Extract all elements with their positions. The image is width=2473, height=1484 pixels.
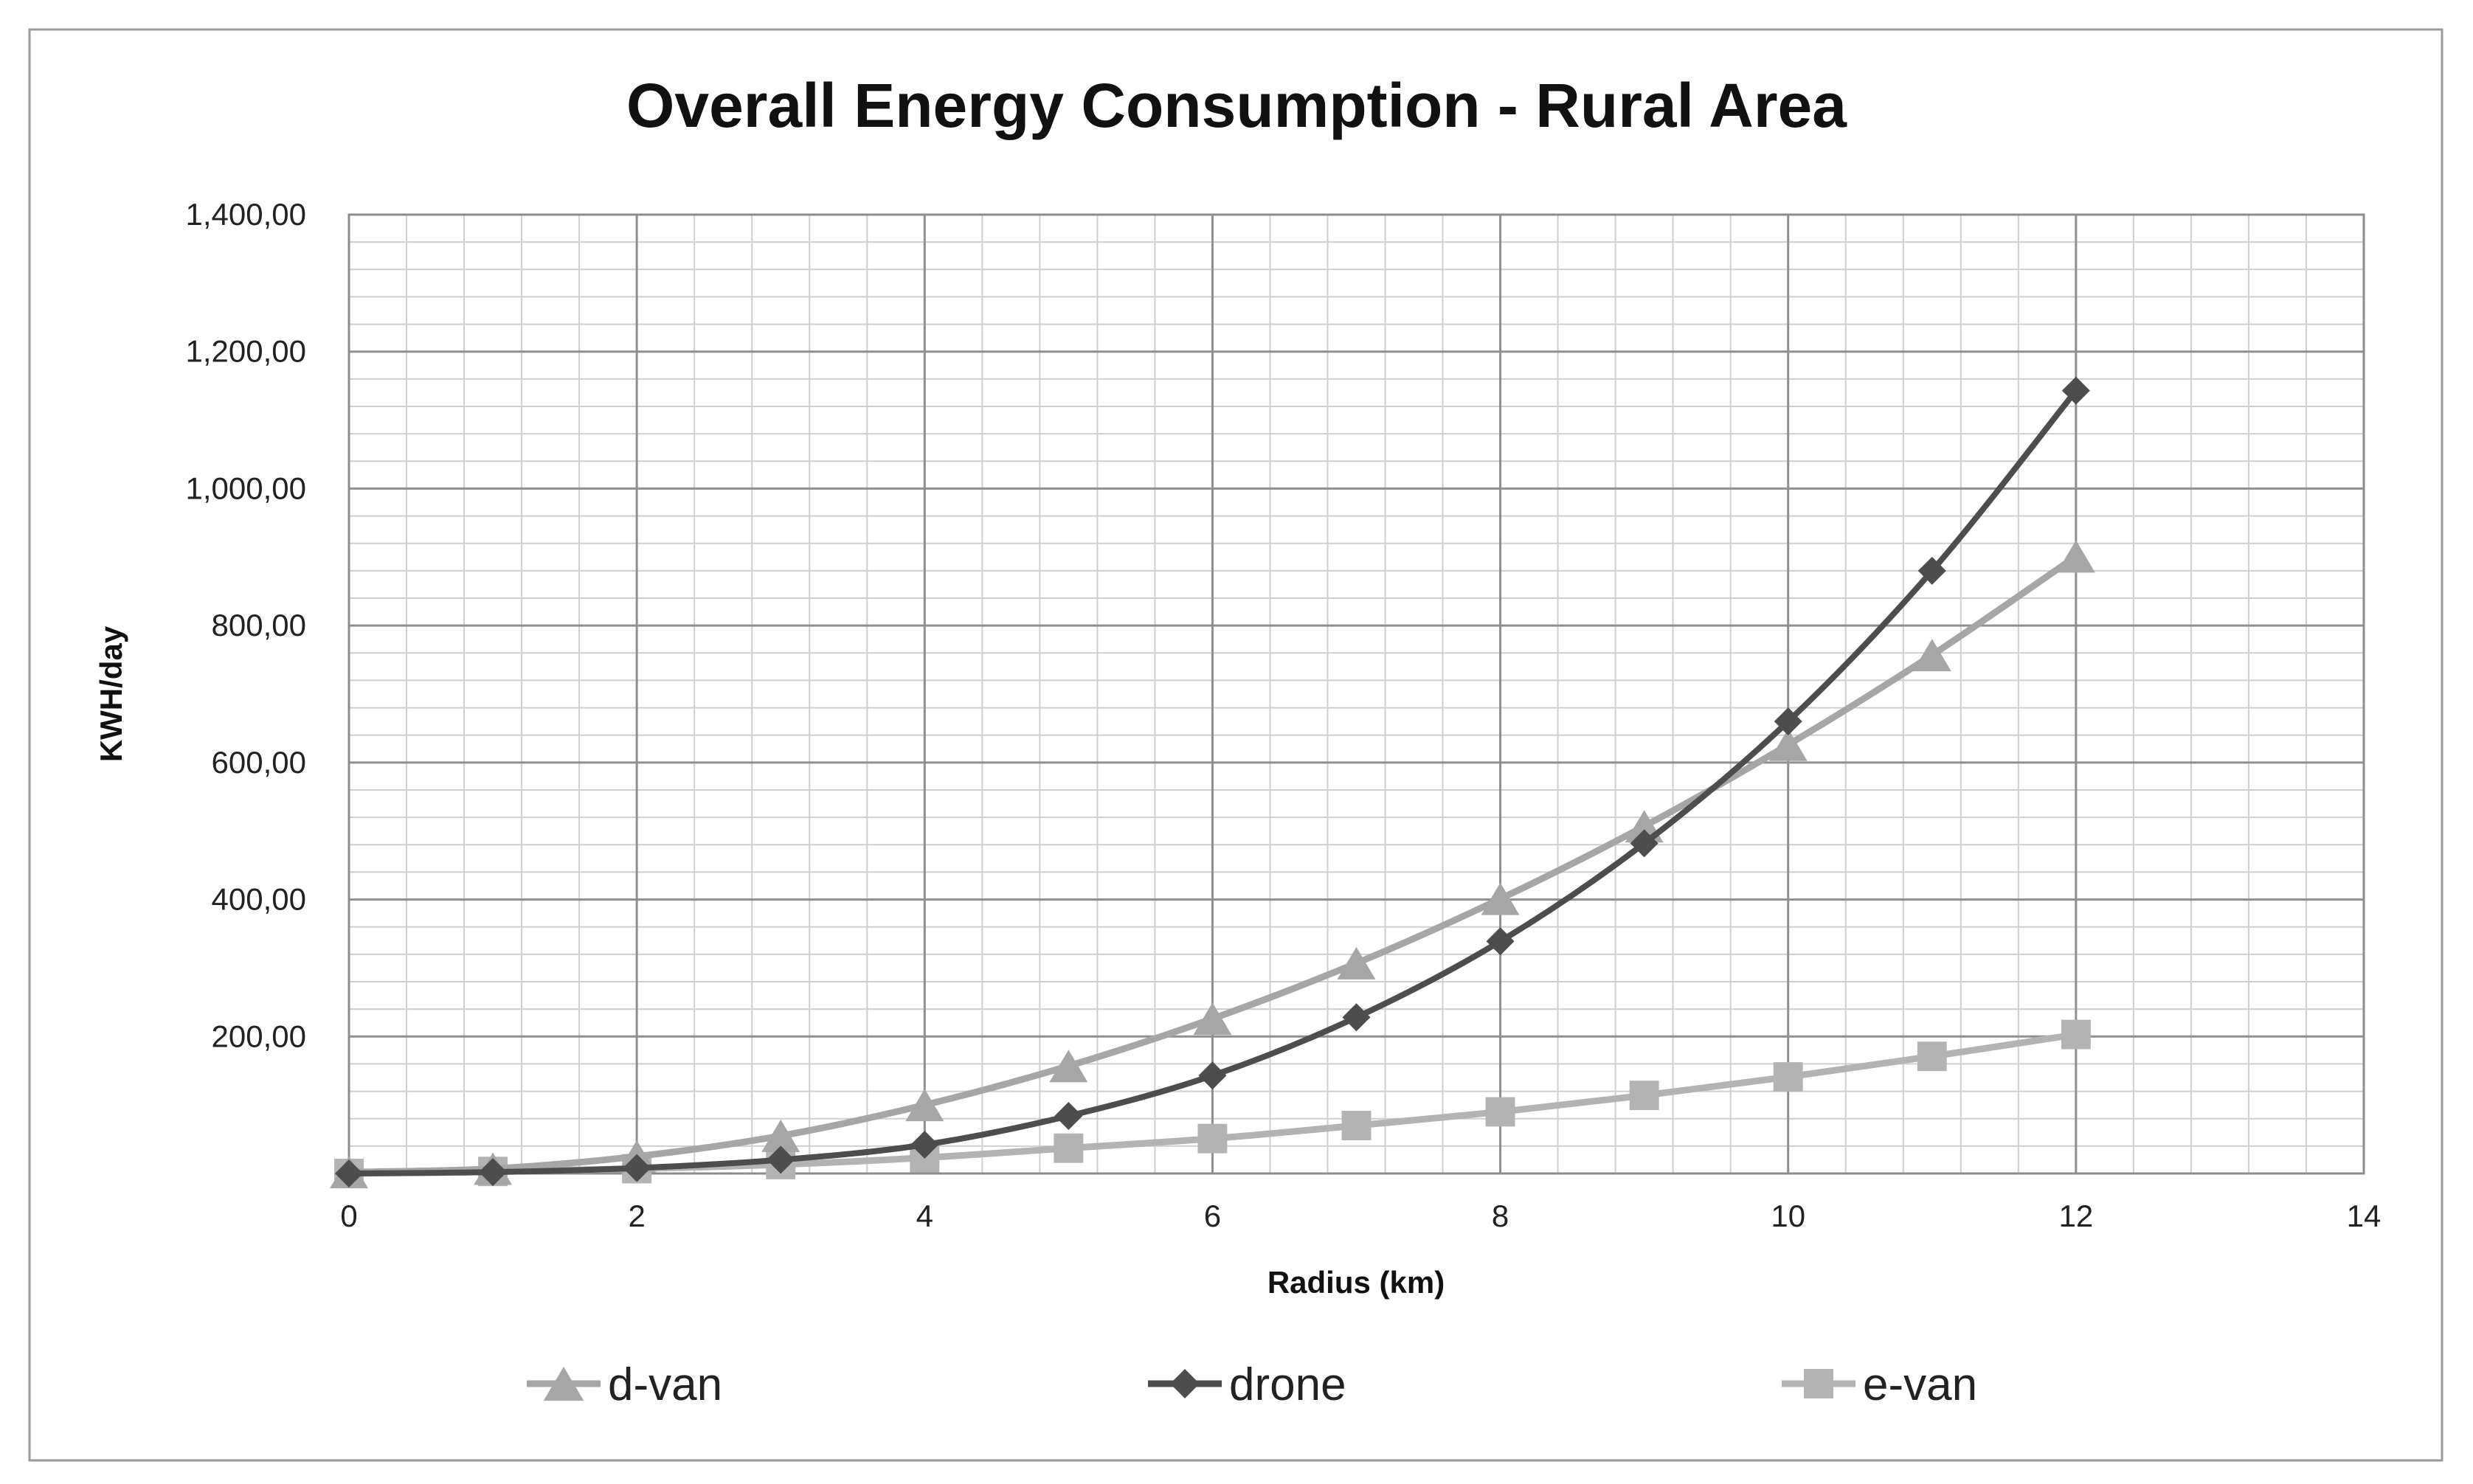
y-tick-label: 200,00 (212, 1019, 306, 1053)
legend-marker-e-van (1804, 1369, 1833, 1398)
data-point-d-van (761, 1119, 800, 1152)
y-tick-label: 1,400,00 (186, 197, 307, 232)
x-tick-label: 0 (340, 1199, 357, 1233)
data-point-e-van (1773, 1062, 1803, 1092)
data-point-d-van (1768, 728, 1808, 761)
series-layer (330, 376, 2095, 1189)
x-tick-label: 12 (2058, 1199, 2093, 1233)
series-line-drone (348, 389, 2078, 1176)
data-point-e-van (1917, 1041, 1947, 1072)
x-tick-label: 10 (1771, 1199, 1805, 1233)
data-point-e-van (2061, 1019, 2091, 1050)
data-point-drone (1630, 829, 1659, 858)
data-point-drone (479, 1158, 508, 1187)
data-point-drone (1486, 927, 1515, 956)
data-point-d-van (1193, 1002, 1232, 1036)
legend-label-d-van: d-van (608, 1359, 722, 1410)
legend: d-van drone e-van (527, 1359, 1977, 1410)
x-tick-label: 14 (2347, 1199, 2382, 1233)
data-point-e-van (1629, 1081, 1659, 1111)
legend-marker-d-van (543, 1366, 584, 1401)
data-point-drone (1342, 1003, 1371, 1032)
data-point-d-van (1481, 882, 1520, 915)
data-point-drone (910, 1131, 939, 1159)
x-tick-label: 4 (916, 1199, 933, 1233)
y-tick-label: 400,00 (212, 882, 306, 917)
data-point-drone (335, 1159, 363, 1187)
data-point-e-van (1054, 1133, 1084, 1163)
data-point-d-van (1337, 946, 1376, 979)
data-point-d-van (1049, 1050, 1088, 1083)
legend-label-e-van: e-van (1863, 1359, 1977, 1410)
series-drone (335, 376, 2090, 1187)
legend-item-d-van: d-van (527, 1359, 722, 1410)
x-tick-label: 2 (628, 1199, 645, 1233)
legend-label-drone: drone (1229, 1359, 1346, 1410)
minor-gridlines (349, 215, 2364, 1173)
plot-area (347, 213, 2365, 1175)
legend-item-drone: drone (1148, 1359, 1346, 1410)
legend-marker-drone (1170, 1369, 1200, 1398)
y-axis-title: KWH/day (94, 625, 128, 762)
data-point-drone (1198, 1061, 1227, 1090)
y-tick-label: 800,00 (212, 608, 306, 642)
x-axis-ticks: 0 2 4 6 8 10 12 14 (340, 1199, 2381, 1233)
data-point-drone (1774, 707, 1802, 736)
y-tick-label: 1,200,00 (186, 334, 307, 369)
data-point-drone (1917, 556, 1946, 585)
data-point-drone (767, 1145, 795, 1174)
data-point-drone (623, 1154, 651, 1182)
data-point-e-van (1341, 1111, 1372, 1140)
y-axis-ticks: 200,00 400,00 600,00 800,00 1,000,00 1,200,00… (186, 197, 307, 1053)
data-point-d-van (2056, 540, 2095, 573)
x-axis-title: Radius (km) (1267, 1265, 1445, 1300)
legend-item-e-van: e-van (1782, 1359, 1977, 1410)
data-point-e-van (1485, 1097, 1515, 1127)
y-tick-label: 600,00 (212, 745, 306, 780)
chart-title: Overall Energy Consumption - Rural Area (626, 71, 1847, 140)
data-point-drone (2061, 376, 2090, 405)
data-point-drone (1054, 1102, 1083, 1130)
x-tick-label: 6 (1204, 1199, 1221, 1233)
data-point-d-van (905, 1089, 944, 1122)
x-tick-label: 8 (1492, 1199, 1509, 1233)
data-point-e-van (1197, 1123, 1228, 1154)
series-d-van (330, 540, 2095, 1189)
series-line-d-van (348, 553, 2078, 1176)
chart-frame (28, 28, 2443, 1462)
data-point-d-van (1912, 639, 1951, 672)
y-tick-label: 1,000,00 (186, 471, 307, 505)
